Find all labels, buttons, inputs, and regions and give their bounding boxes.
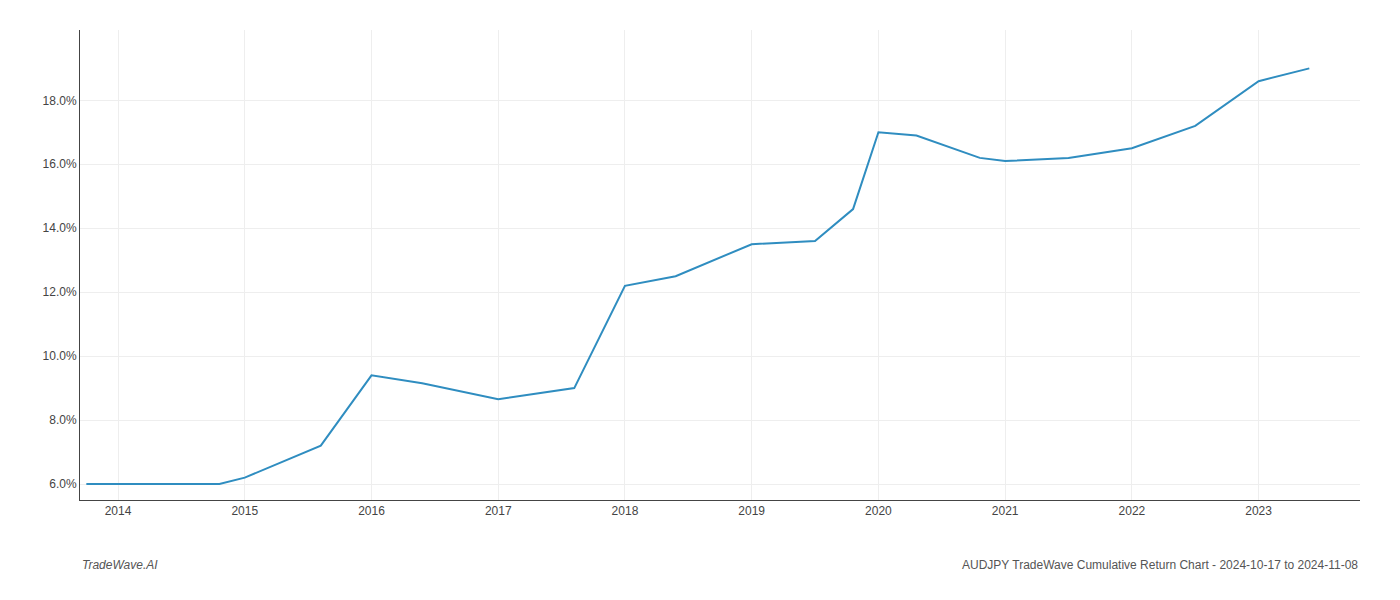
- svg-text:10.0%: 10.0%: [43, 349, 77, 363]
- svg-text:6.0%: 6.0%: [49, 477, 77, 491]
- svg-text:12.0%: 12.0%: [43, 285, 77, 299]
- svg-text:2015: 2015: [231, 504, 258, 518]
- svg-text:2023: 2023: [1245, 504, 1272, 518]
- svg-text:2017: 2017: [485, 504, 512, 518]
- svg-text:TradeWave.AI: TradeWave.AI: [82, 558, 158, 572]
- svg-text:8.0%: 8.0%: [49, 413, 77, 427]
- svg-text:14.0%: 14.0%: [43, 221, 77, 235]
- svg-text:2014: 2014: [105, 504, 132, 518]
- svg-text:2020: 2020: [865, 504, 892, 518]
- svg-text:2022: 2022: [1119, 504, 1146, 518]
- svg-text:AUDJPY TradeWave Cumulative Re: AUDJPY TradeWave Cumulative Return Chart…: [962, 558, 1358, 572]
- svg-text:2019: 2019: [738, 504, 765, 518]
- svg-text:2016: 2016: [358, 504, 385, 518]
- svg-text:18.0%: 18.0%: [43, 94, 77, 108]
- svg-text:2021: 2021: [992, 504, 1019, 518]
- svg-text:2018: 2018: [612, 504, 639, 518]
- svg-text:16.0%: 16.0%: [43, 157, 77, 171]
